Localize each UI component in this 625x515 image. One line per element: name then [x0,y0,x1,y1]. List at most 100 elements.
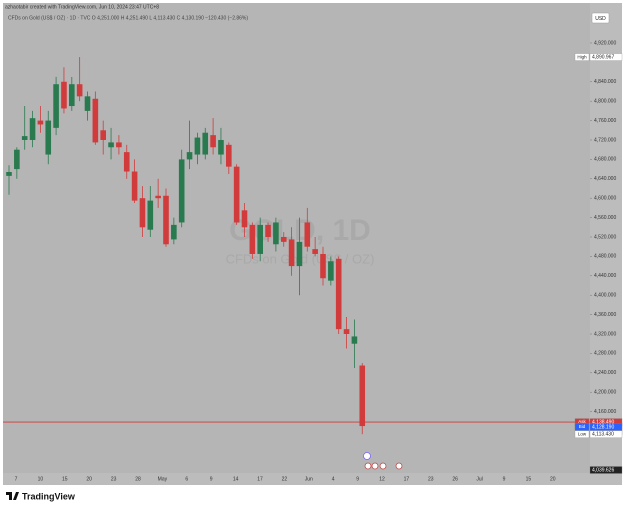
candle-body [280,236,287,242]
candle-body [163,195,169,245]
candle-body [210,135,216,148]
marker-value-box [589,53,623,61]
x-tick-label: 20 [550,476,556,482]
x-tick-label: 17 [257,476,263,482]
marker-value: 4,890.967 [592,54,614,60]
x-tick-label: 28 [135,476,141,482]
y-tick-label: 4,680.000 [594,157,616,163]
x-tick-label: 12 [379,476,385,482]
candle-body [37,120,44,125]
y-tick-label: 4,200.000 [594,390,616,396]
candle-body [155,195,161,199]
candle-body [202,132,209,155]
candle-body [92,98,99,143]
x-tick-label: 7 [15,476,18,482]
candle-body [351,336,358,344]
y-tick-label: 4,560.000 [594,215,616,221]
x-tick-label: Jun [305,476,313,482]
candle-body [100,130,106,140]
candle-body [312,249,318,254]
marker-name-box [574,430,590,438]
candle-body [21,136,28,140]
candle-body [304,222,311,247]
candle-body [296,241,303,267]
candle-body [171,224,177,240]
marker-value: 4,128.190 [592,424,614,430]
x-tick-label: 15 [526,476,532,482]
candle-body [194,137,201,155]
x-tick-label: Jul [476,476,482,482]
y-tick-label: 4,320.000 [594,331,616,337]
y-tick-label: 4,840.000 [594,79,616,85]
candle-body [186,152,193,160]
candle-body [257,224,263,254]
candle-body [29,118,36,140]
event-icons[interactable] [363,452,403,470]
x-tick-label: 9 [210,476,213,482]
candle-body [123,152,130,172]
currency-label[interactable]: USD [595,16,606,22]
candle-body [139,198,146,228]
plot-area [3,3,590,473]
candle-body [328,261,334,281]
marker-value-box [589,430,623,438]
marker-name-box [574,423,590,431]
marker-value-box [589,466,623,474]
candle-body [320,253,326,279]
price-marker: Low 4,113.430 [574,430,623,438]
candle-body [84,96,91,111]
x-tick-label: 26 [452,476,458,482]
candle-body [359,365,366,427]
y-tick-label: 4,440.000 [594,273,616,279]
x-tick-label: 23 [428,476,434,482]
y-tick-label: 4,600.000 [594,196,616,202]
candle-body [241,210,248,228]
x-tick-label: 17 [404,476,410,482]
candle-body [147,200,154,230]
candle-body [6,172,12,176]
candle-body [273,222,279,245]
marker-name: Low [578,431,587,436]
candle-body [218,139,224,155]
candle-body [76,84,83,97]
y-tick-label: 4,760.000 [594,118,616,124]
candle-body [108,142,114,148]
marker-value: 4,138.490 [592,419,614,425]
price-marker: High 4,890.967 [574,53,623,61]
candle-body [265,224,271,237]
x-tick-label: 9 [356,476,359,482]
price-marker: 4,039.626 [589,466,623,474]
y-tick-label: 4,400.000 [594,293,616,299]
candle-body [249,224,256,254]
y-tick-label: 4,360.000 [594,312,616,318]
marker-name-box [574,53,590,61]
y-tick-label: 4,640.000 [594,176,616,182]
candle-body [45,120,52,155]
y-tick-label: 4,160.000 [594,409,616,415]
candle-body [61,81,67,109]
candle-body [14,149,20,170]
candle-body [288,239,295,267]
marker-name: Bid [579,424,586,429]
x-tick-label: May [158,476,168,482]
y-tick-label: 4,240.000 [594,370,616,376]
currency-button[interactable] [591,12,610,24]
price-axis [590,3,622,485]
candle-body [233,166,240,223]
candle-body [69,84,75,107]
marker-value: 4,039.626 [592,467,614,473]
x-tick-label: 4 [332,476,335,482]
x-tick-label: 10 [38,476,44,482]
brand: TradingView [22,491,76,501]
y-tick-label: 4,520.000 [594,234,616,240]
candle-body [178,159,185,223]
marker-name: High [577,54,587,59]
x-tick-label: 9 [503,476,506,482]
time-axis [3,473,590,485]
logo [6,492,19,500]
y-tick-label: 4,280.000 [594,351,616,357]
marker-value: 4,113.430 [592,432,614,438]
y-tick-label: 4,480.000 [594,254,616,260]
legend: CFDs on Gold (US$ / OZ) · 1D · TVC O 4,2… [8,15,248,21]
